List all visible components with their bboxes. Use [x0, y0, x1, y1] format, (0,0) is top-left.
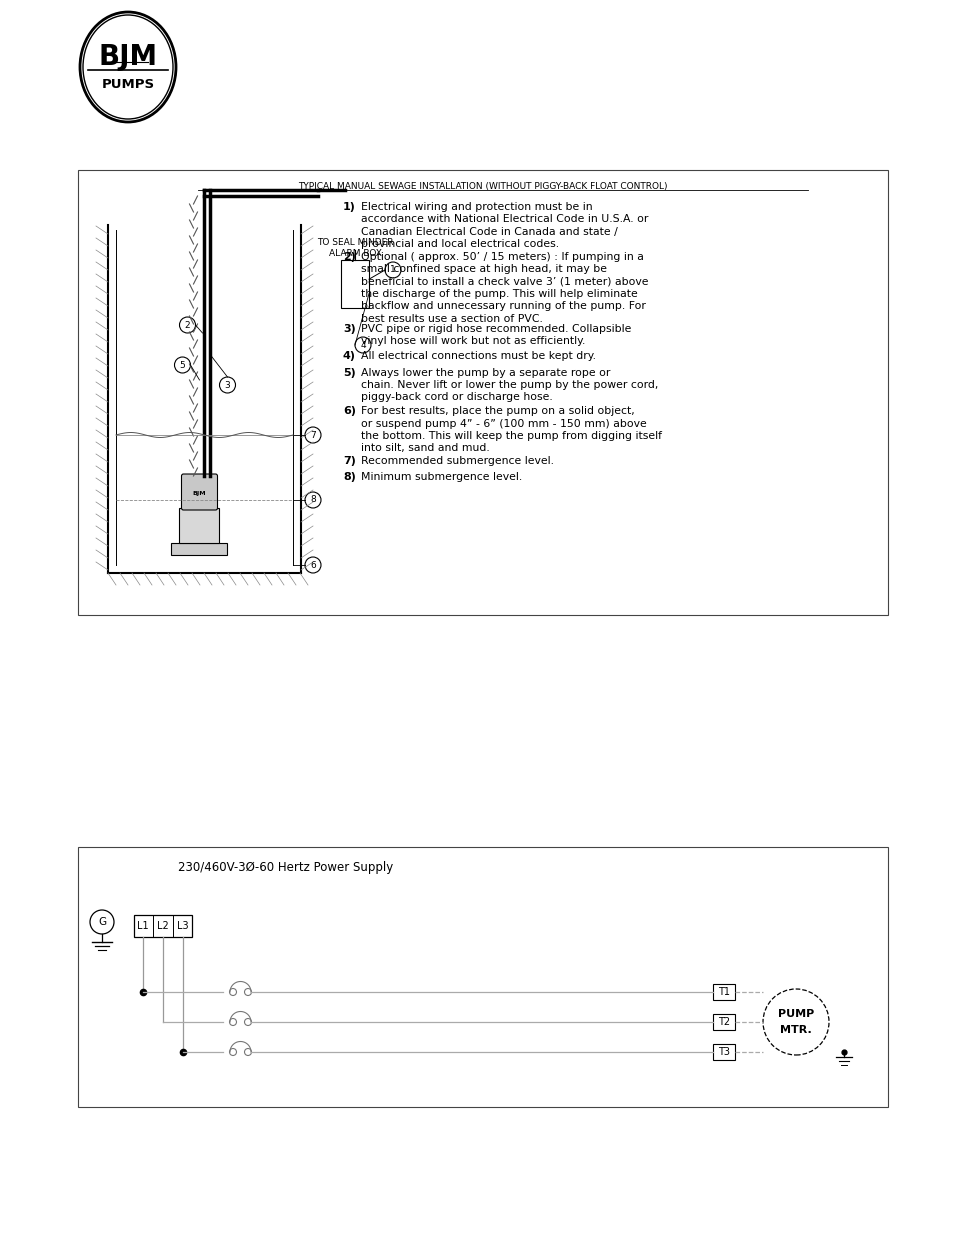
Text: 3: 3 — [224, 380, 230, 389]
Text: T2: T2 — [718, 1016, 729, 1028]
FancyBboxPatch shape — [340, 261, 369, 308]
Text: L1: L1 — [137, 921, 149, 931]
Text: TYPICAL MANUAL SEWAGE INSTALLATION (WITHOUT PIGGY-BACK FLOAT CONTROL): TYPICAL MANUAL SEWAGE INSTALLATION (WITH… — [298, 182, 667, 191]
Text: 4: 4 — [360, 341, 365, 350]
Text: 230/460V-3Ø-60 Hertz Power Supply: 230/460V-3Ø-60 Hertz Power Supply — [178, 861, 393, 874]
FancyBboxPatch shape — [78, 170, 887, 615]
Text: 1): 1) — [343, 203, 355, 212]
FancyBboxPatch shape — [712, 984, 734, 1000]
Text: Electrical wiring and protection must be in
accordance with National Electrical : Electrical wiring and protection must be… — [360, 203, 648, 249]
Text: 8: 8 — [310, 495, 315, 505]
Text: BJM: BJM — [98, 43, 157, 70]
Text: 3): 3) — [343, 324, 355, 333]
FancyBboxPatch shape — [133, 915, 192, 937]
Text: For best results, place the pump on a solid object,
or suspend pump 4” - 6” (100: For best results, place the pump on a so… — [360, 406, 661, 453]
Text: Minimum submergence level.: Minimum submergence level. — [360, 472, 521, 482]
FancyBboxPatch shape — [181, 474, 217, 510]
FancyBboxPatch shape — [172, 543, 227, 555]
Text: All electrical connections must be kept dry.: All electrical connections must be kept … — [360, 352, 596, 362]
Text: 5): 5) — [343, 368, 355, 378]
Text: T1: T1 — [718, 987, 729, 997]
Text: BJM: BJM — [193, 490, 206, 495]
Text: PUMPS: PUMPS — [101, 79, 154, 91]
Text: T3: T3 — [718, 1047, 729, 1057]
Text: TO SEAL MINDER: TO SEAL MINDER — [316, 238, 393, 247]
Text: 1: 1 — [390, 266, 395, 274]
Text: Recommended submergence level.: Recommended submergence level. — [360, 456, 554, 466]
Text: 6): 6) — [343, 406, 355, 416]
Text: 7: 7 — [310, 431, 315, 440]
FancyBboxPatch shape — [712, 1044, 734, 1060]
Text: G: G — [98, 918, 106, 927]
Text: PVC pipe or rigid hose recommended. Collapsible
vinyl hose will work but not as : PVC pipe or rigid hose recommended. Coll… — [360, 324, 631, 346]
Text: 4): 4) — [343, 352, 355, 362]
FancyBboxPatch shape — [712, 1014, 734, 1030]
FancyBboxPatch shape — [78, 847, 887, 1107]
Text: MTR.: MTR. — [780, 1025, 811, 1035]
Text: L2: L2 — [157, 921, 169, 931]
Text: ALARM BOX: ALARM BOX — [328, 249, 381, 258]
Text: PUMP: PUMP — [777, 1009, 813, 1019]
Text: Optional ( approx. 50’ / 15 meters) : If pumping in a
small confined space at hi: Optional ( approx. 50’ / 15 meters) : If… — [360, 252, 648, 324]
Text: 7): 7) — [343, 456, 355, 466]
Text: 2): 2) — [343, 252, 355, 262]
FancyBboxPatch shape — [179, 508, 219, 543]
Text: 2: 2 — [185, 321, 190, 330]
Text: 8): 8) — [343, 472, 355, 482]
Text: L3: L3 — [177, 921, 189, 931]
Text: 5: 5 — [179, 361, 185, 369]
Text: Always lower the pump by a separate rope or
chain. Never lift or lower the pump : Always lower the pump by a separate rope… — [360, 368, 658, 403]
Text: 6: 6 — [310, 561, 315, 569]
